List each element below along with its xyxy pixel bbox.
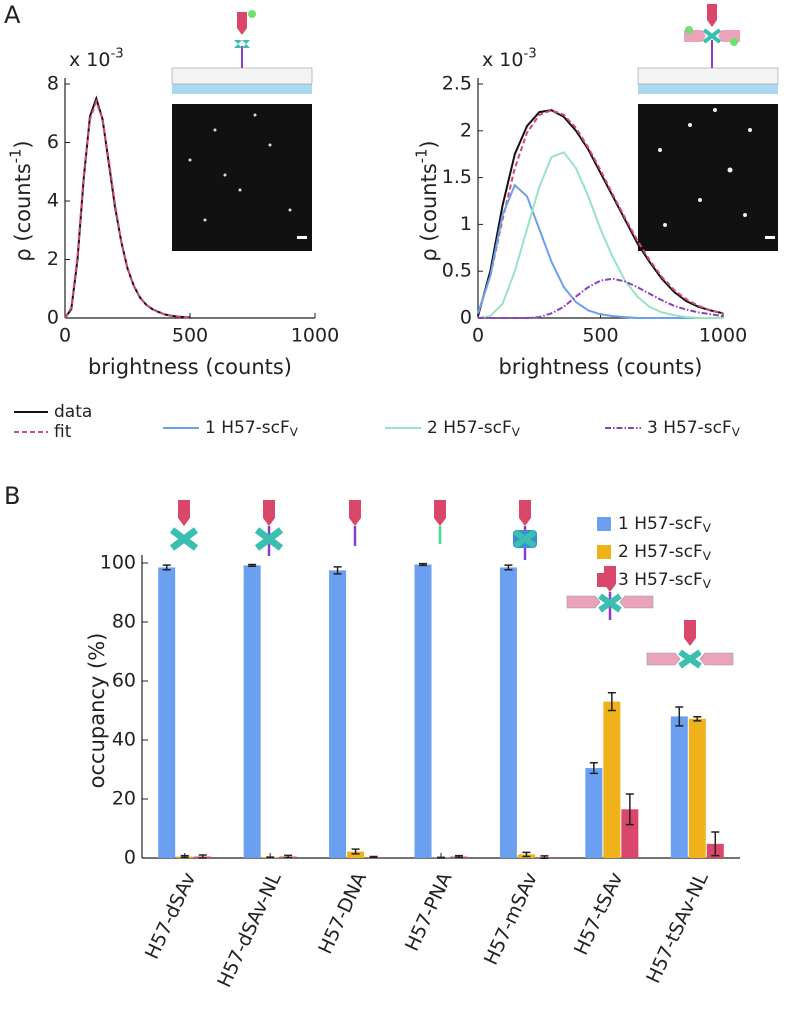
error-bar (419, 562, 427, 567)
line-series (477, 151, 723, 319)
error-bar (522, 851, 531, 858)
x-tick-label: H57-mSAv (480, 869, 542, 968)
x-tick-label: 1000 (291, 325, 339, 347)
x-tick-label: H57-dSAv-NL (213, 869, 286, 991)
panel-letter: A (4, 1, 21, 29)
error-bar (437, 856, 445, 859)
inset-right (637, 4, 779, 251)
error-bar (351, 848, 360, 855)
error-bar (198, 854, 207, 859)
line-series (478, 277, 724, 319)
legend-swatch (597, 573, 611, 587)
x-tick-label: 0 (472, 325, 484, 347)
y-tick-label: 0.5 (442, 260, 472, 282)
bar (414, 564, 432, 858)
y-axis-label: ρ (counts-1) (414, 140, 441, 261)
bar (621, 809, 639, 858)
legend-swatch (597, 545, 611, 559)
multiplier: x 10-3 (69, 46, 124, 70)
x-tick-label: 500 (172, 325, 208, 347)
y-tick-label: 1.5 (442, 166, 472, 188)
x-tick-label: H57-DNA (314, 869, 371, 957)
x-tick-label: H57-dSAv (141, 869, 200, 963)
y-tick-label: 4 (47, 190, 59, 212)
error-bar (266, 856, 275, 859)
y-tick-label: 0 (124, 847, 136, 869)
y-axis-label: ρ (counts-1) (8, 140, 35, 261)
line-series (477, 109, 724, 317)
error-bar (625, 793, 634, 826)
y-tick-label: 20 (112, 788, 136, 810)
error-bar (607, 692, 616, 712)
y-axis-label: occupancy (%) (85, 633, 109, 789)
legend-label: fit (54, 422, 72, 442)
error-bar (284, 854, 293, 859)
bar (499, 567, 517, 858)
legend-label: 2 H57-scFV (618, 542, 712, 563)
line-series (64, 98, 191, 319)
x-tick-label: 1000 (699, 325, 747, 347)
legend-label: 1 H57-scFV (618, 514, 712, 535)
legend-label: 3 H57-scFV (647, 418, 741, 439)
y-tick-label: 0 (47, 307, 59, 329)
x-tick-label: 500 (582, 325, 618, 347)
bar (603, 701, 621, 858)
y-tick-label: 2.5 (442, 73, 472, 95)
inset-left (171, 10, 313, 251)
x-tick-label: 0 (59, 325, 71, 347)
x-tick-label: H57-PNA (401, 869, 456, 954)
line-series (64, 95, 191, 319)
y-tick-label: 80 (112, 611, 136, 633)
error-bar (711, 831, 720, 857)
error-bar (693, 715, 702, 722)
y-tick-label: 1 (460, 213, 472, 235)
error-bar (369, 855, 378, 859)
y-tick-label: 100 (100, 552, 136, 574)
y-tick-label: 8 (47, 73, 59, 95)
y-tick-label: 2 (460, 119, 472, 141)
x-axis-label: brightness (counts) (88, 355, 292, 379)
bar (329, 570, 347, 858)
bar (688, 718, 706, 858)
error-bar (589, 761, 598, 775)
legend-label: 3 H57-scFV (618, 570, 712, 591)
bar (670, 716, 688, 858)
y-tick-label: 40 (112, 729, 136, 751)
x-axis-label: brightness (counts) (498, 355, 702, 379)
error-bar (248, 563, 257, 567)
y-tick-label: 60 (112, 670, 136, 692)
y-tick-label: 0 (460, 307, 472, 329)
line-series (477, 109, 724, 315)
error-bar (540, 855, 549, 860)
error-bar (504, 564, 513, 571)
y-tick-label: 6 (47, 131, 59, 153)
x-tick-label: H57-tSAv (570, 869, 627, 958)
error-bar (675, 706, 684, 727)
bar (243, 565, 261, 858)
y-tick-label: 2 (47, 248, 59, 270)
legend-label: data (54, 402, 92, 422)
legend-label: 2 H57-scFV (427, 418, 521, 439)
bar (585, 768, 603, 858)
error-bar (162, 564, 171, 571)
error-bar (180, 854, 189, 859)
bar (347, 851, 365, 858)
error-bar (333, 566, 342, 575)
bar (158, 567, 176, 858)
multiplier: x 10-3 (482, 46, 537, 70)
panel-letter: B (4, 482, 20, 510)
construct-icons (169, 500, 734, 669)
error-bar (455, 854, 463, 859)
line-series (477, 183, 723, 319)
legend-label: 1 H57-scFV (205, 418, 299, 439)
legend-swatch (597, 517, 611, 531)
x-tick-label: H57-tSAv-NL (642, 869, 713, 987)
